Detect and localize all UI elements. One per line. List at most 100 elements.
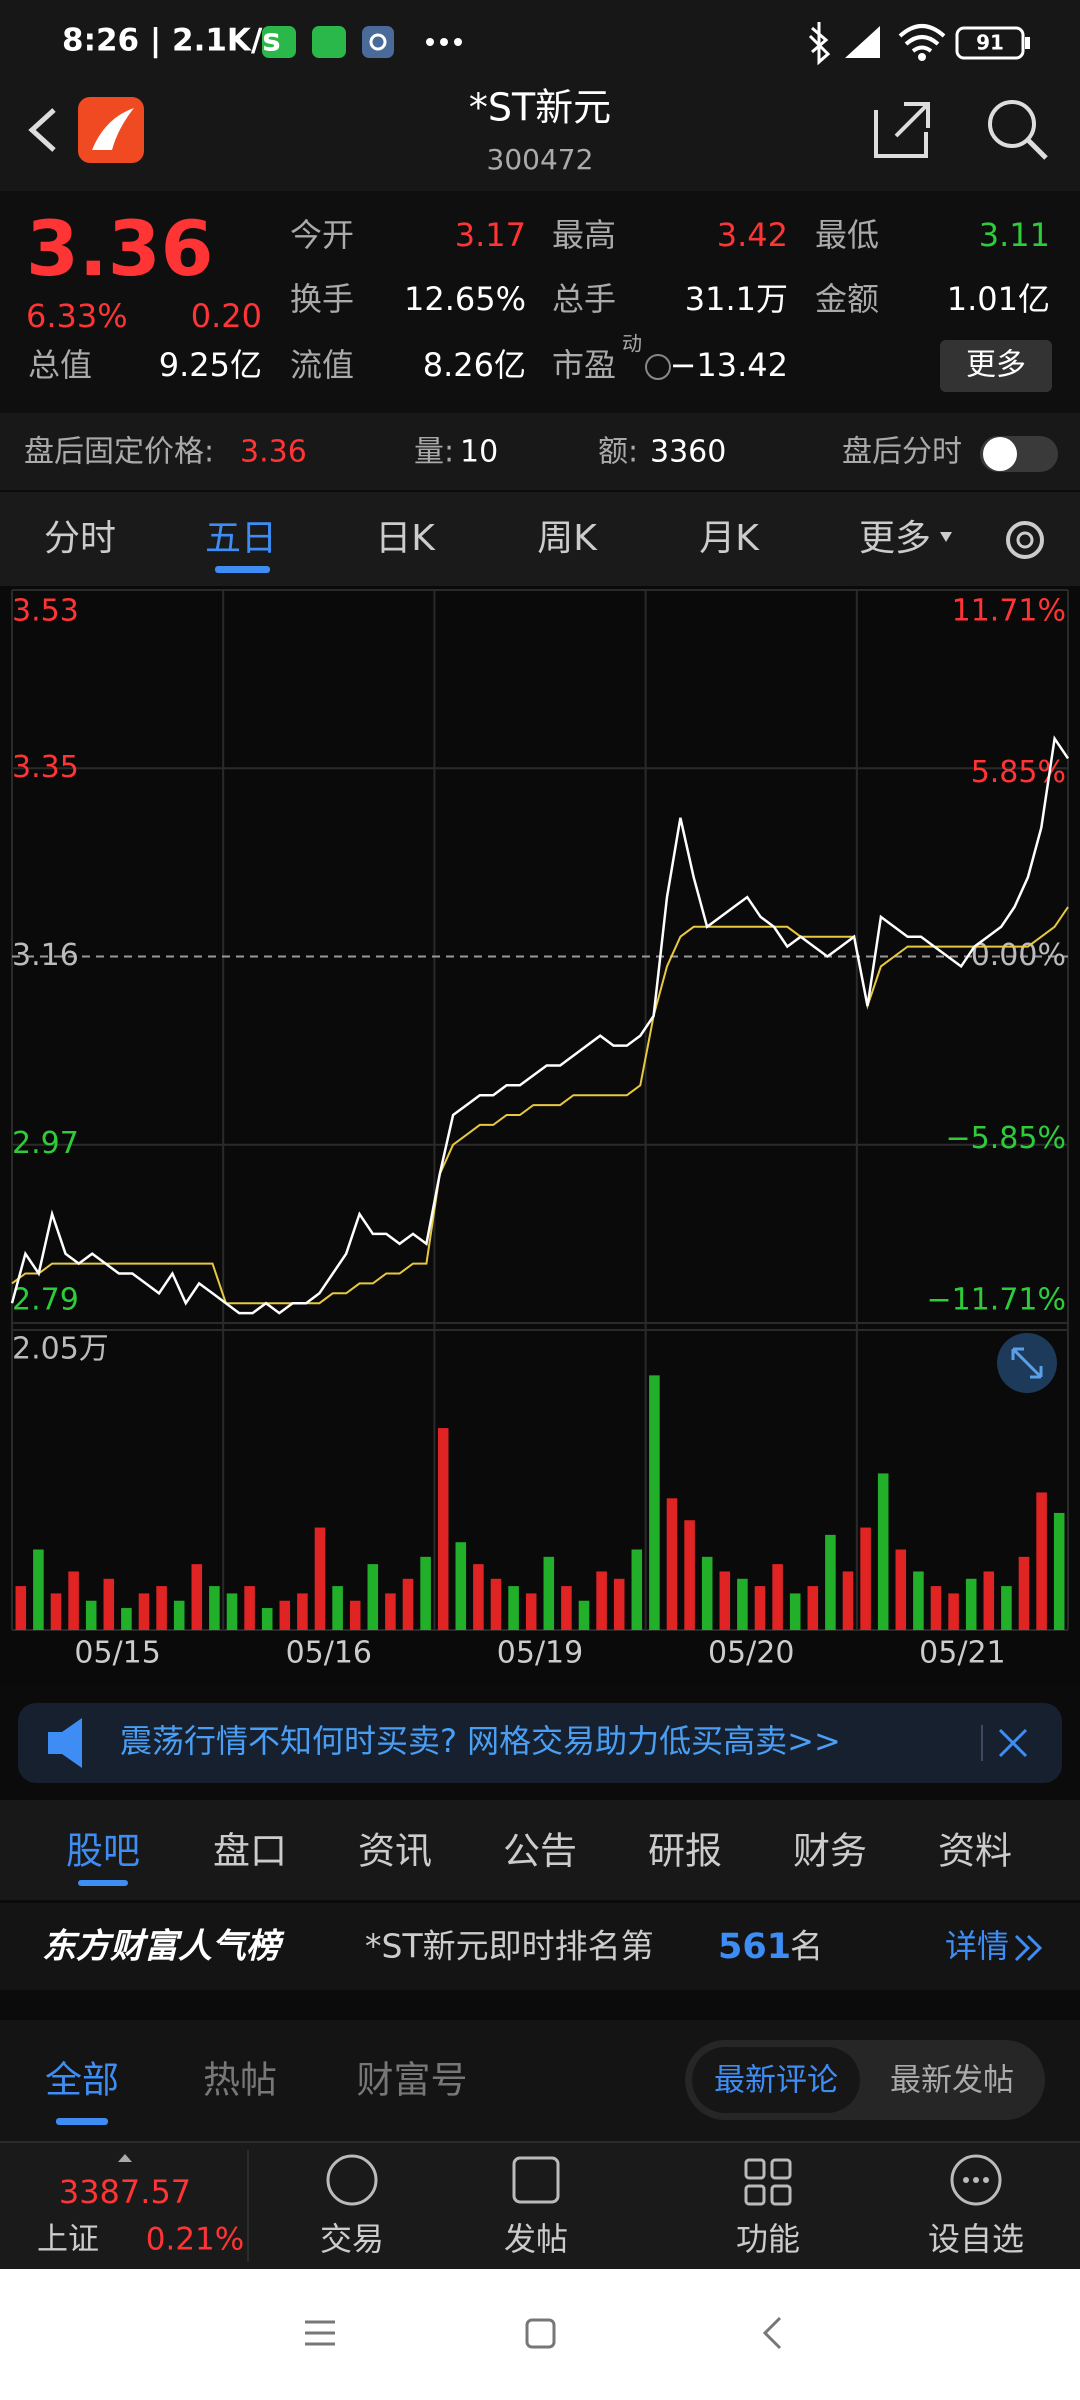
banner-text[interactable]: 震荡行情不知何时买卖? 网格交易助力低买高卖>>: [120, 1722, 841, 1760]
after-hours-amount: 3360: [650, 435, 726, 470]
chart-tab[interactable]: 更多: [859, 518, 931, 559]
volume-bar: [842, 1571, 854, 1630]
post-icon[interactable]: [512, 2156, 560, 2204]
chart-tab[interactable]: 月K: [699, 518, 760, 559]
stat-label: 流值: [290, 346, 354, 384]
volume-bar: [297, 1593, 308, 1630]
tab-underline: [56, 2118, 108, 2125]
banner[interactable]: [18, 1703, 1062, 1783]
home-key[interactable]: [525, 2318, 556, 2349]
y-tick-label: 3.35: [12, 750, 79, 785]
stat-label: 最低: [815, 216, 879, 254]
x-tick-label: 05/20: [708, 1636, 794, 1671]
dot: [963, 2177, 969, 2183]
stat-value: 3.42: [717, 216, 788, 254]
tab-underline: [215, 566, 270, 573]
sort-option[interactable]: 最新评论: [714, 2063, 838, 2099]
stat-label: 金额: [815, 280, 879, 318]
nav-label[interactable]: 功能: [736, 2220, 800, 2258]
info-tab[interactable]: 股吧: [66, 1830, 140, 1873]
chart-tab[interactable]: 五日: [205, 518, 277, 559]
chart-bg: [0, 586, 1080, 1686]
menu-key[interactable]: [305, 2320, 335, 2346]
battery-icon: [955, 26, 1025, 60]
volume-bar: [508, 1586, 519, 1630]
volume-bar: [138, 1593, 150, 1630]
index-value: 3387.57: [59, 2173, 191, 2211]
dot: [973, 2177, 979, 2183]
volume-bar: [701, 1556, 713, 1630]
more-button-label[interactable]: 更多: [966, 348, 1026, 383]
chart-tab[interactable]: 周K: [537, 518, 598, 559]
banner-close[interactable]: [998, 1728, 1028, 1758]
volume-bar: [437, 1428, 449, 1630]
share-button[interactable]: [874, 102, 930, 158]
expand-icon: [1011, 1347, 1043, 1379]
stat-value: 31.1万: [685, 280, 788, 318]
battery-tip: [1025, 37, 1030, 49]
volume-bar: [807, 1586, 819, 1630]
change-percent: 6.33%: [26, 297, 128, 335]
dropdown-icon: [940, 532, 952, 542]
index-name: 上证: [37, 2222, 99, 2258]
stock-code: 300472: [487, 143, 594, 176]
volume-bar: [1036, 1492, 1047, 1630]
volume-bar: [50, 1593, 62, 1630]
watchlist-icon[interactable]: [950, 2154, 1002, 2206]
megaphone-icon: [48, 1718, 82, 1768]
volume-bar: [156, 1586, 167, 1630]
info-tab[interactable]: 研报: [648, 1830, 722, 1873]
nav-label[interactable]: 设自选: [928, 2220, 1024, 2258]
volume-bar: [948, 1593, 959, 1630]
volume-bar: [103, 1578, 115, 1630]
stock-name: *ST新元: [469, 86, 611, 130]
stat-sup: 动: [622, 332, 642, 356]
volume-bar: [754, 1586, 766, 1630]
info-tab[interactable]: 资料: [938, 1830, 1012, 1873]
func-icon: [744, 2184, 766, 2206]
volume-bar: [596, 1571, 607, 1630]
info-tab[interactable]: 资讯: [358, 1830, 432, 1873]
info-tab[interactable]: 财务: [793, 1830, 867, 1873]
info-tab[interactable]: 盘口: [213, 1830, 287, 1873]
search-button[interactable]: [988, 100, 1036, 148]
volume-bar: [578, 1600, 590, 1630]
bluetooth-icon: [808, 22, 831, 66]
filter-tab[interactable]: 全部: [45, 2059, 119, 2102]
back-key[interactable]: [762, 2316, 782, 2350]
nav-label[interactable]: 交易: [320, 2220, 384, 2258]
settings-core: [1016, 531, 1034, 549]
trade-icon[interactable]: [326, 2154, 378, 2206]
info-icon: [645, 354, 671, 380]
wifi-icon: [898, 24, 946, 53]
info-tab[interactable]: 公告: [503, 1830, 577, 1873]
popularity-title: 东方财富人气榜: [42, 1927, 285, 1967]
popularity-bg: [0, 1903, 1080, 1990]
sort-option[interactable]: 最新发帖: [890, 2063, 1014, 2099]
volume-bar: [930, 1586, 942, 1630]
y-tick-label: 2.97: [12, 1126, 79, 1161]
volume-bar: [455, 1542, 467, 1630]
wifi-dot: [918, 53, 926, 61]
volume-bar: [895, 1549, 907, 1630]
volume-bar: [332, 1586, 343, 1630]
y2-tick-label: 0.00%: [971, 938, 1066, 973]
func-icon[interactable]: [744, 2158, 766, 2180]
sort-active[interactable]: [692, 2047, 860, 2113]
volume-bar: [983, 1571, 995, 1630]
chart-tab[interactable]: 日K: [375, 518, 436, 559]
more-button[interactable]: [940, 340, 1052, 392]
after-hours-label: 额:: [598, 435, 638, 470]
popularity-link[interactable]: 详情: [945, 1927, 1009, 1965]
volume-bar: [649, 1375, 660, 1630]
nav-label[interactable]: 发帖: [504, 2220, 568, 2258]
price-line: [10, 735, 1070, 1315]
filter-tab[interactable]: 热帖: [203, 2059, 277, 2102]
volume-bar: [385, 1593, 396, 1630]
back-button[interactable]: [28, 108, 56, 152]
settings-button[interactable]: [1006, 521, 1044, 559]
change-amount: 0.20: [191, 297, 262, 335]
filter-tab[interactable]: 财富号: [357, 2059, 468, 2102]
volume-bar: [15, 1586, 27, 1630]
chart-tab[interactable]: 分时: [44, 518, 116, 559]
